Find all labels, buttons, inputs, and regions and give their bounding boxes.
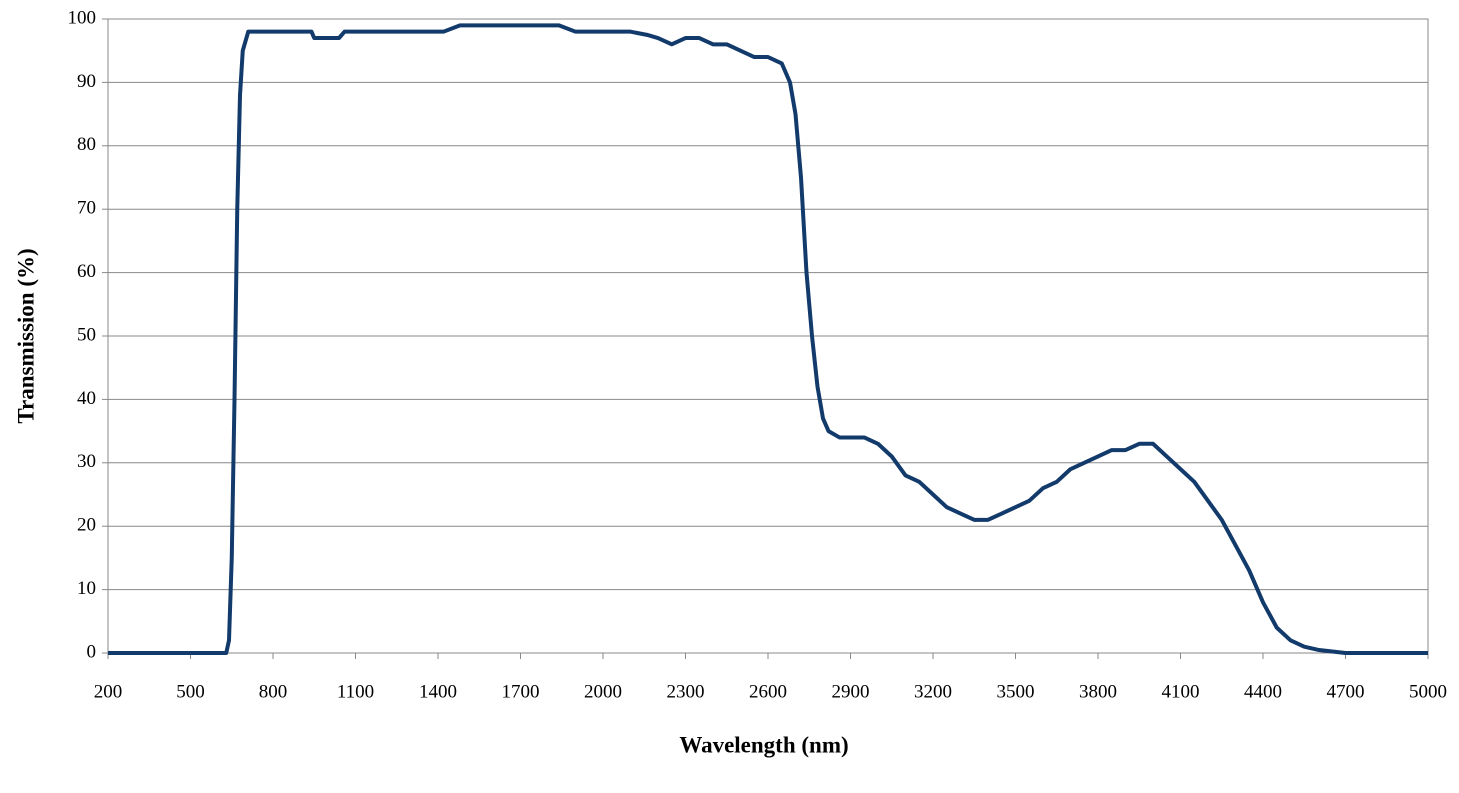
x-tick-label: 800	[259, 681, 288, 702]
x-tick-label: 500	[176, 681, 205, 702]
data-line	[108, 23, 1428, 655]
y-tick-label: 40	[77, 388, 96, 409]
x-axis-label: Wavelength (nm)	[679, 732, 848, 757]
x-tick-label: 200	[94, 681, 123, 702]
x-tick-label: 4700	[1327, 681, 1365, 702]
x-tick-label: 1700	[502, 681, 540, 702]
y-tick-label: 70	[77, 198, 96, 219]
x-tick-label: 3200	[914, 681, 952, 702]
y-tick-label: 10	[77, 578, 96, 599]
x-tick-label: 5000	[1409, 681, 1447, 702]
x-tick-label: 1400	[419, 681, 457, 702]
x-tick-label: 2900	[832, 681, 870, 702]
x-tick-label: 2300	[667, 681, 705, 702]
y-axis-label: Transmission (%)	[13, 248, 38, 423]
y-tick-label: 0	[87, 641, 97, 662]
x-tick-label: 3800	[1079, 681, 1117, 702]
x-tick-label: 2000	[584, 681, 622, 702]
y-tick-label: 80	[77, 134, 96, 155]
x-tick-label: 1100	[337, 681, 374, 702]
y-tick-label: 90	[77, 71, 96, 92]
x-tick-label: 4100	[1162, 681, 1200, 702]
x-tick-label: 3500	[997, 681, 1035, 702]
x-tick-label: 2600	[749, 681, 787, 702]
y-tick-label: 30	[77, 451, 96, 472]
y-tick-label: 100	[68, 7, 97, 28]
x-tick-label: 4400	[1244, 681, 1282, 702]
y-tick-label: 50	[77, 324, 96, 345]
y-tick-label: 20	[77, 515, 96, 536]
y-tick-label: 60	[77, 261, 96, 282]
